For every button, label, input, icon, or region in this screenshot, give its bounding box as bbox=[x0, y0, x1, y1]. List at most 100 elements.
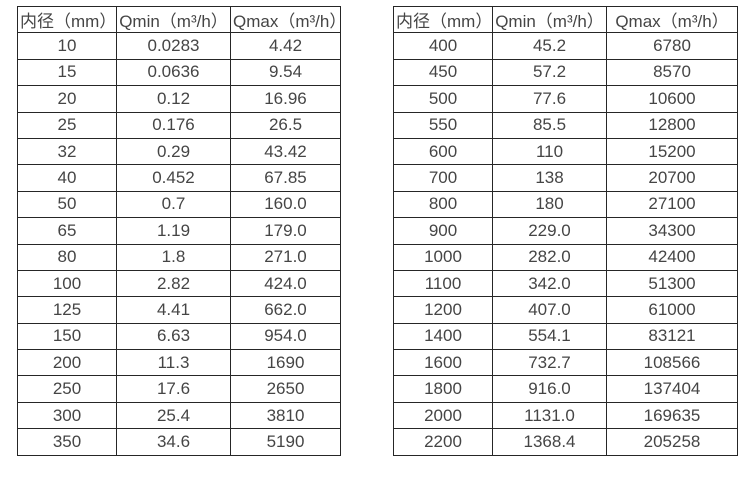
table-row: 65 1.19 179.0 bbox=[17, 217, 341, 245]
table-row: 125 4.41 662.0 bbox=[17, 296, 341, 324]
table-row: 550 85.5 12800 bbox=[393, 111, 738, 139]
table-cell: 57.2 bbox=[492, 58, 607, 87]
table-cell: 732.7 bbox=[492, 349, 607, 377]
table-cell: 8570 bbox=[606, 58, 738, 87]
table-row: 25 0.176 26.5 bbox=[17, 111, 341, 139]
table-cell: 5190 bbox=[230, 428, 341, 456]
table-row: 1100 342.0 51300 bbox=[393, 269, 738, 298]
table-cell: 43.42 bbox=[230, 137, 341, 166]
header-cell-qmin: Qmin（m³/h） bbox=[492, 5, 607, 34]
header-cell-qmax: Qmax（m³/h） bbox=[230, 5, 341, 34]
table-cell: 2650 bbox=[230, 375, 341, 403]
spec-table-small-diameters: 内径（mm） Qmin（m³/h） Qmax（m³/h） 10 0.0283 4.4… bbox=[17, 5, 341, 456]
table-cell: 0.29 bbox=[116, 137, 231, 166]
table-cell: 15 bbox=[17, 58, 117, 87]
table-cell: 179.0 bbox=[230, 217, 341, 245]
table-cell: 900 bbox=[393, 217, 493, 245]
table-cell: 700 bbox=[393, 164, 493, 192]
table-row: 2000 1131.0 169635 bbox=[393, 401, 738, 430]
table-cell: 1200 bbox=[393, 296, 493, 324]
table-row: 100 2.82 424.0 bbox=[17, 269, 341, 298]
table-cell: 1100 bbox=[393, 269, 493, 298]
table-cell: 15200 bbox=[606, 137, 738, 166]
table-cell: 600 bbox=[393, 137, 493, 166]
header-cell-diameter: 内径（mm） bbox=[393, 5, 493, 34]
table-cell: 954.0 bbox=[230, 322, 341, 351]
table-row: 150 6.63 954.0 bbox=[17, 322, 341, 351]
table-cell: 20 bbox=[17, 85, 117, 113]
table-row: 200 11.3 1690 bbox=[17, 349, 341, 377]
table-cell: 3810 bbox=[230, 401, 341, 430]
table-row: 900 229.0 34300 bbox=[393, 217, 738, 245]
spec-table-large-diameters: 内径（mm） Qmin（m³/h） Qmax（m³/h） 400 45.2 6780… bbox=[393, 5, 738, 456]
table-cell: 80 bbox=[17, 243, 117, 271]
header-cell-qmax: Qmax（m³/h） bbox=[606, 5, 738, 34]
table-row: 1200 407.0 61000 bbox=[393, 296, 738, 324]
table-row: 15 0.0636 9.54 bbox=[17, 58, 341, 87]
table-body: 10 0.0283 4.42 15 0.0636 9.54 20 0.12 16.96 25 0.1… bbox=[17, 32, 341, 456]
table-cell: 25 bbox=[17, 111, 117, 139]
table-cell: 169635 bbox=[606, 401, 738, 430]
table-row: 1000 282.0 42400 bbox=[393, 243, 738, 271]
table-cell: 138 bbox=[492, 164, 607, 192]
table-cell: 1.19 bbox=[116, 217, 231, 245]
table-cell: 32 bbox=[17, 137, 117, 166]
table-cell: 100 bbox=[17, 269, 117, 298]
table-row: 10 0.0283 4.42 bbox=[17, 32, 341, 60]
table-cell: 27100 bbox=[606, 190, 738, 219]
table-row: 40 0.452 67.85 bbox=[17, 164, 341, 192]
table-cell: 0.7 bbox=[116, 190, 231, 219]
header-row: 内径（mm） Qmin（m³/h） Qmax（m³/h） bbox=[17, 5, 341, 34]
table-cell: 9.54 bbox=[230, 58, 341, 87]
table-cell: 200 bbox=[17, 349, 117, 377]
table-row: 800 180 27100 bbox=[393, 190, 738, 219]
table-cell: 16.96 bbox=[230, 85, 341, 113]
table-cell: 1000 bbox=[393, 243, 493, 271]
table-cell: 1368.4 bbox=[492, 428, 607, 456]
table-row: 50 0.7 160.0 bbox=[17, 190, 341, 219]
table-cell: 300 bbox=[17, 401, 117, 430]
table-cell: 12800 bbox=[606, 111, 738, 139]
header-row: 内径（mm） Qmin（m³/h） Qmax（m³/h） bbox=[393, 5, 738, 34]
table-cell: 800 bbox=[393, 190, 493, 219]
table-cell: 40 bbox=[17, 164, 117, 192]
table-cell: 34300 bbox=[606, 217, 738, 245]
table-row: 1800 916.0 137404 bbox=[393, 375, 738, 403]
table-cell: 1600 bbox=[393, 349, 493, 377]
table-row: 300 25.4 3810 bbox=[17, 401, 341, 430]
table-cell: 110 bbox=[492, 137, 607, 166]
table-cell: 662.0 bbox=[230, 296, 341, 324]
table-row: 80 1.8 271.0 bbox=[17, 243, 341, 271]
table-cell: 1690 bbox=[230, 349, 341, 377]
table-cell: 342.0 bbox=[492, 269, 607, 298]
table-cell: 550 bbox=[393, 111, 493, 139]
table-cell: 25.4 bbox=[116, 401, 231, 430]
header-cell-diameter: 内径（mm） bbox=[17, 5, 117, 34]
table-cell: 450 bbox=[393, 58, 493, 87]
table-row: 250 17.6 2650 bbox=[17, 375, 341, 403]
table-cell: 65 bbox=[17, 217, 117, 245]
table-row: 1400 554.1 83121 bbox=[393, 322, 738, 351]
table-cell: 0.0636 bbox=[116, 58, 231, 87]
table-cell: 350 bbox=[17, 428, 117, 456]
table-row: 700 138 20700 bbox=[393, 164, 738, 192]
table-cell: 1400 bbox=[393, 322, 493, 351]
table-cell: 6.63 bbox=[116, 322, 231, 351]
table-cell: 407.0 bbox=[492, 296, 607, 324]
table-row: 20 0.12 16.96 bbox=[17, 85, 341, 113]
table-cell: 205258 bbox=[606, 428, 738, 456]
table-cell: 150 bbox=[17, 322, 117, 351]
table-cell: 1.8 bbox=[116, 243, 231, 271]
table-cell: 108566 bbox=[606, 349, 738, 377]
table-cell: 4.41 bbox=[116, 296, 231, 324]
table-row: 1600 732.7 108566 bbox=[393, 349, 738, 377]
table-cell: 10 bbox=[17, 32, 117, 60]
table-cell: 160.0 bbox=[230, 190, 341, 219]
table-cell: 67.85 bbox=[230, 164, 341, 192]
table-cell: 10600 bbox=[606, 85, 738, 113]
table-cell: 0.12 bbox=[116, 85, 231, 113]
table-cell: 34.6 bbox=[116, 428, 231, 456]
table-cell: 85.5 bbox=[492, 111, 607, 139]
table-cell: 180 bbox=[492, 190, 607, 219]
table-cell: 61000 bbox=[606, 296, 738, 324]
